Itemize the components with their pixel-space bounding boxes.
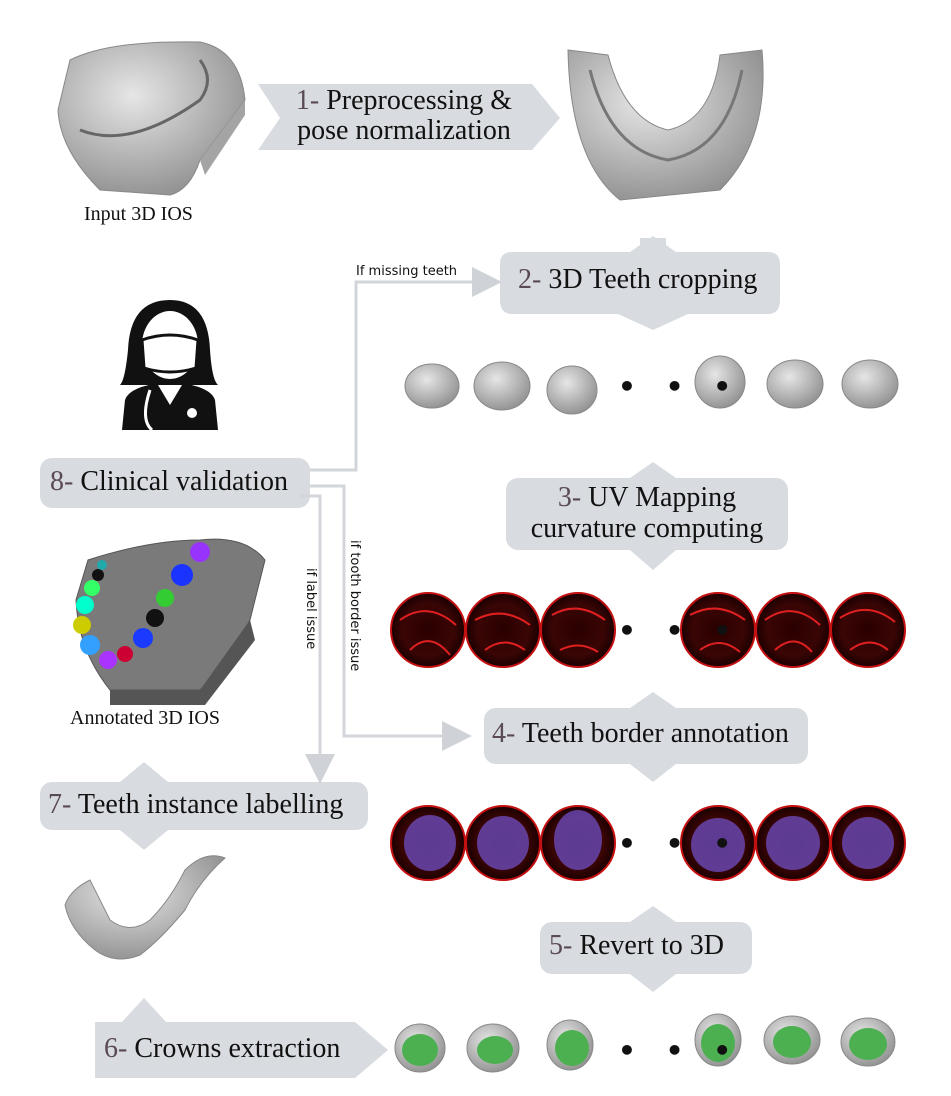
missing-teeth-label: If missing teeth — [356, 264, 458, 279]
teeth-instance-arch — [64, 855, 226, 960]
connector-missing-teeth — [310, 267, 502, 472]
border-issue-label: if tooth border issue — [347, 540, 362, 672]
ellipsis-crowns: • • • — [618, 1034, 742, 1067]
step2-label: 2- 3D Teeth cropping — [518, 264, 757, 296]
curvature-map — [465, 592, 541, 668]
step3-box-shape — [506, 462, 788, 570]
cropped-tooth — [473, 361, 531, 411]
step7-box-shape — [40, 762, 368, 850]
cropped-tooth — [766, 359, 824, 409]
annotated-ios-mesh — [73, 538, 266, 705]
ellipsis-annotation: • • • — [618, 827, 742, 860]
curvature-maps-row — [390, 592, 906, 668]
annotated-ios-caption: Annotated 3D IOS — [70, 707, 220, 729]
step7-label: 7- Teeth instance labelling — [48, 789, 343, 821]
curvature-map — [830, 592, 906, 668]
doctor-icon — [120, 300, 218, 432]
step6-number: 6- — [104, 1033, 128, 1064]
input-ios-mesh — [57, 41, 246, 196]
step1-arrow-shape — [258, 84, 560, 150]
cropped-tooth — [546, 365, 598, 415]
step7-number: 7- — [48, 789, 72, 820]
cropped-tooth — [404, 363, 460, 409]
feedback-connectors — [300, 267, 502, 784]
cropped-tooth — [841, 359, 899, 409]
step4-text: Teeth border annotation — [521, 718, 789, 749]
step7-text: Teeth instance labelling — [77, 789, 344, 820]
step4-number: 4- — [492, 718, 516, 749]
step8-number: 8- — [50, 466, 74, 497]
step1-line2: pose normalization — [297, 115, 511, 146]
step3-line2: curvature computing — [530, 513, 764, 544]
step3-number: 3- — [557, 482, 582, 513]
step6-text: Crowns extraction — [134, 1033, 341, 1064]
step5-text: Revert to 3D — [579, 930, 724, 961]
step2-number: 2- — [518, 264, 542, 295]
step1-number: 1- — [295, 85, 320, 116]
crowns-row — [394, 1013, 896, 1073]
step3-line1: UV Mapping — [588, 482, 737, 513]
step6-box-shape — [95, 998, 388, 1078]
input-ios-caption: Input 3D IOS — [84, 203, 193, 225]
step5-box-shape — [540, 906, 752, 992]
ellipsis-curvature: • • • — [618, 614, 742, 647]
step8-box-shape — [40, 458, 310, 508]
connector-border-issue — [310, 484, 472, 751]
step8-text: Clinical validation — [80, 466, 288, 497]
curvature-map — [755, 592, 831, 668]
cropped-tooth — [694, 355, 746, 409]
border-annotation-row — [390, 805, 906, 881]
step2-box-shape — [500, 236, 780, 330]
normalized-ios-mesh — [567, 49, 764, 201]
curvature-map — [390, 592, 466, 668]
step6-label: 6- Crowns extraction — [104, 1033, 340, 1065]
step5-number: 5- — [549, 930, 573, 961]
step4-label: 4- Teeth border annotation — [492, 718, 789, 750]
step5-label: 5- Revert to 3D — [549, 930, 724, 962]
label-issue-label: if label issue — [303, 568, 318, 650]
connector-label-issue — [300, 494, 335, 784]
step1-line1: Preprocessing & — [326, 85, 513, 116]
step8-label: 8- Clinical validation — [50, 466, 288, 498]
step1-label: 1- Preprocessing & pose normalization — [288, 86, 520, 146]
step4-box-shape — [484, 692, 808, 782]
step3-label: 3- UV Mapping curvature computing — [506, 482, 788, 544]
curvature-map — [540, 592, 616, 668]
step2-text: 3D Teeth cropping — [548, 264, 758, 295]
cropped-teeth-row — [404, 355, 899, 415]
ellipsis-cropped: • • • — [618, 370, 742, 403]
